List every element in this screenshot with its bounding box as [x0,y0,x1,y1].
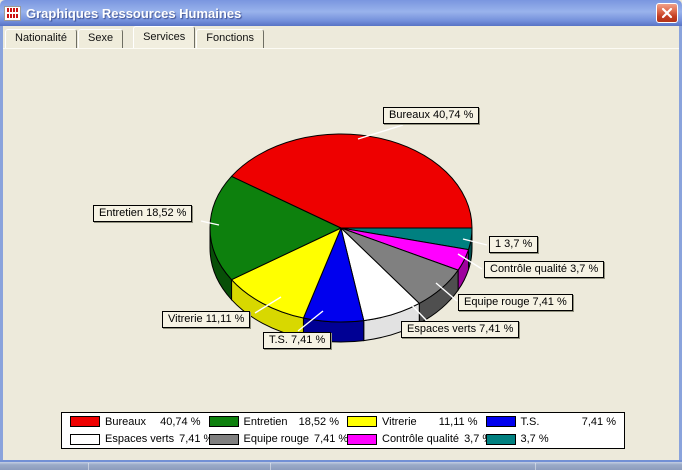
legend-percent: 11,11 % [438,415,478,428]
callout-line-1 [462,238,488,246]
window-border-left [0,26,3,462]
legend-item-bureaux: Bureaux 40,74 % [66,416,205,428]
legend-swatch [208,433,239,445]
titlebar[interactable]: Graphiques Ressources Humaines [0,0,682,26]
legend-percent: 18,52 % [298,415,339,428]
callout-line-bureaux [357,124,404,140]
pie-callout-entretien: Entretien 18,52 % [93,205,193,222]
legend-swatch [347,416,377,428]
legend-swatch [347,433,377,445]
callout-line-equipe-rouge [435,282,458,302]
pie-callout-vitrerie: Vitrerie 11,11 % [162,311,251,328]
pie-slice-entretien [209,175,342,281]
legend-item-espaces-verts: Espaces verts 7,41 % [66,433,213,446]
callout-line-vitrerie [254,296,282,314]
pie-callout-bureaux: Bureaux 40,74 % [383,107,480,124]
window-title: Graphiques Ressources Humaines [26,5,242,21]
legend-label: 3,7 % [520,433,549,446]
pie-callout-controle-qualite: Contrôle qualité 3,7 % [484,261,605,278]
app-icon [4,5,21,21]
close-button[interactable] [656,3,678,23]
legend-item-vitrerie: Vitrerie 11,11 % [343,416,482,428]
legend-label: T.S. [520,415,540,428]
legend-label: Entretien [243,415,288,428]
close-icon [661,7,673,19]
legend-percent: 3,7 % [464,433,493,446]
tab-nationalite[interactable]: Nationalité [5,29,77,48]
chart-area: 1 3,7 % Contrôle qualité 3,7 % Equipe roug… [3,49,679,412]
taskbar-separator [270,463,271,470]
window-border-right [679,26,682,462]
legend-swatch [485,416,516,428]
pie-slice-bureaux [231,133,473,229]
legend-percent: 7,41 % [581,415,616,428]
pie-callout-espaces-verts: Espaces verts 7,41 % [401,321,520,338]
legend-label: Bureaux [105,415,146,428]
pie-callout-equipe-rouge: Equipe rouge 7,41 % [458,294,573,311]
pie-callout-t-s: T.S. 7,41 % [263,332,332,349]
legend-label: Contrôle qualité [382,433,460,446]
legend-swatch [208,416,239,428]
legend-percent: 7,41 % [179,433,214,446]
tab-page-services: 1 3,7 % Contrôle qualité 3,7 % Equipe roug… [3,48,679,460]
legend-percent: 40,74 % [160,415,201,428]
taskbar-separator [535,463,536,470]
pie-callout-1: 1 3,7 % [489,236,539,253]
legend-swatch [485,433,516,445]
legend-item-t-s: T.S. 7,41 % [482,416,621,428]
taskbar-separator [88,463,89,470]
window-border-bottom [0,460,682,462]
tab-services[interactable]: Services [133,26,196,48]
legend: Bureaux 40,74 % Entretien 18,52 % Vitrerie 11… [61,412,625,449]
callout-line-espaces-verts [403,296,428,322]
legend-label: Equipe rouge [243,433,309,446]
taskbar-strip [0,462,682,470]
legend-item-equipe-rouge: Equipe rouge 7,41 % [205,433,348,446]
legend-percent: 7,41 % [313,433,349,446]
pie-chart [200,124,488,343]
tab-fonctions[interactable]: Fonctions [196,29,264,48]
callout-line-entretien [200,220,220,226]
pie-slice-vitrerie [231,227,342,319]
legend-label: Espaces verts [105,433,175,446]
legend-swatch [70,416,100,428]
callout-line-controle-qualite [457,253,483,270]
tab-bar: Nationalité Sexe Services Fonctions [3,26,679,48]
tab-sexe[interactable]: Sexe [77,29,124,48]
legend-item-entretien: Entretien 18,52 % [205,416,344,428]
legend-item-3-7: 3,7 % [482,433,621,445]
legend-label: Vitrerie [382,415,417,428]
legend-item-controle-qualite: Contrôle qualité 3,7 % [343,433,492,446]
callout-line-t-s [297,310,324,332]
legend-swatch [70,433,100,445]
